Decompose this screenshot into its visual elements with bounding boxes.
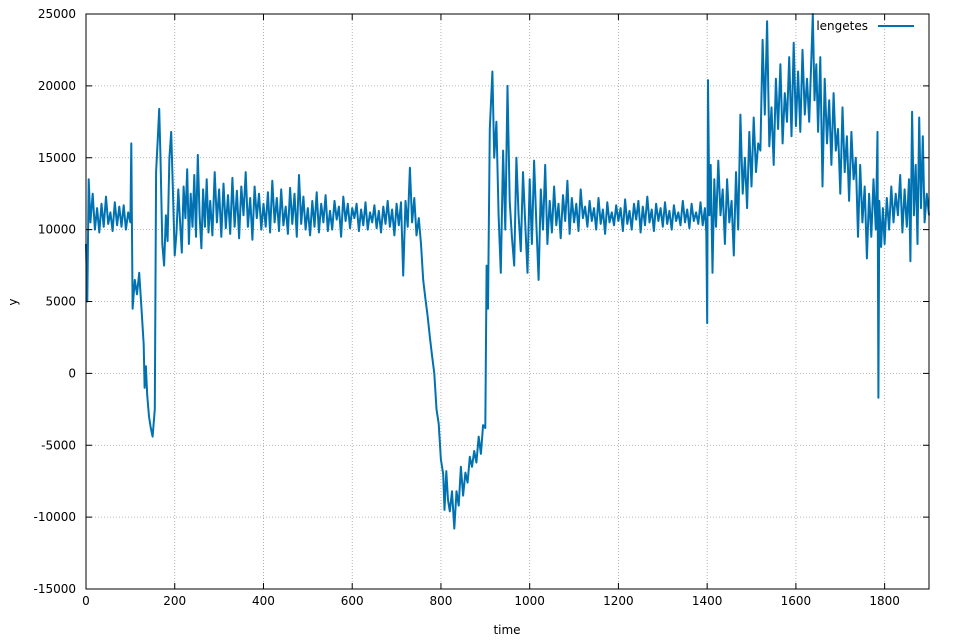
y-tick-label: 25000 <box>38 7 76 21</box>
y-tick-label: -5000 <box>41 438 76 452</box>
y-tick-label: 5000 <box>45 295 76 309</box>
x-tick-label: 600 <box>341 594 364 608</box>
y-tick-label: 0 <box>68 366 76 380</box>
x-tick-label: 400 <box>252 594 275 608</box>
x-axis-title: time <box>493 623 520 637</box>
x-tick-label: 1400 <box>692 594 723 608</box>
series-layer <box>85 13 930 530</box>
y-axis-title: y <box>6 298 20 305</box>
axis-titles: time y <box>6 298 521 637</box>
x-tick-label: 1600 <box>781 594 812 608</box>
y-tick-label: -15000 <box>33 582 76 596</box>
x-tick-label: 200 <box>163 594 186 608</box>
x-tick-label: 1800 <box>869 594 900 608</box>
x-tick-label: 1000 <box>514 594 545 608</box>
tick-layer: 0 200 400 600 800 1000 1200 1400 1600 1800 -15000 -… <box>33 7 929 608</box>
x-tick-label: 800 <box>429 594 452 608</box>
x-tick-label: 1200 <box>603 594 634 608</box>
x-tick-label: 0 <box>82 594 90 608</box>
legend: lengetes <box>816 19 914 33</box>
legend-label: lengetes <box>816 19 868 33</box>
y-tick-label: 10000 <box>38 223 76 237</box>
y-tick-label: -10000 <box>33 510 76 524</box>
y-tick-label: 15000 <box>38 151 76 165</box>
y-tick-label: 20000 <box>38 79 76 93</box>
series-line-lengetes <box>85 13 930 530</box>
